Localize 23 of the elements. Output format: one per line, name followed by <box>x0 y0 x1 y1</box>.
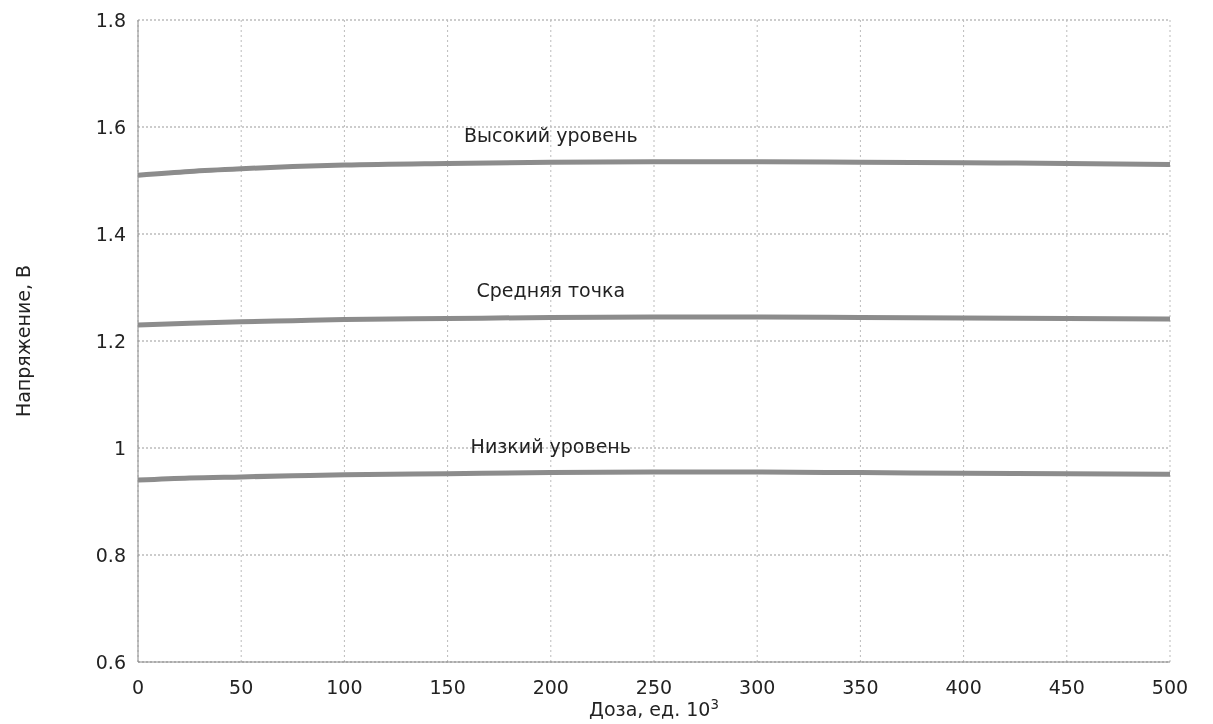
x-tick-label: 350 <box>842 676 879 698</box>
x-axis-title: Доза, ед. 10$^{3}$ <box>589 696 719 720</box>
x-tick-label: 300 <box>739 676 776 698</box>
x-tick-label: 450 <box>1048 676 1085 698</box>
x-tick-label: 50 <box>229 676 254 698</box>
series-label: Высокий уровень <box>463 124 638 147</box>
x-tick-label: 400 <box>945 676 982 698</box>
x-tick-label: 500 <box>1151 676 1189 698</box>
y-tick-label: 1.2 <box>95 329 126 352</box>
y-tick-label: 0.6 <box>95 650 126 673</box>
x-tick-label: 200 <box>532 676 569 698</box>
series-label: Средняя точка <box>476 279 626 302</box>
series-label: Низкий уровень <box>470 434 631 457</box>
y-axis-title: Напряжение, В <box>12 264 34 418</box>
y-tick-label: 1.4 <box>95 222 126 245</box>
y-tick-label: 1.8 <box>95 8 126 31</box>
x-tick-label: 250 <box>635 676 673 698</box>
x-tick-label: 100 <box>326 676 363 698</box>
y-tick-label: 1 <box>113 436 126 459</box>
y-tick-label: 0.8 <box>95 543 126 566</box>
x-tick-label: 0 <box>131 676 145 698</box>
x-tick-label: 150 <box>429 676 466 698</box>
y-tick-label: 1.6 <box>95 115 126 138</box>
